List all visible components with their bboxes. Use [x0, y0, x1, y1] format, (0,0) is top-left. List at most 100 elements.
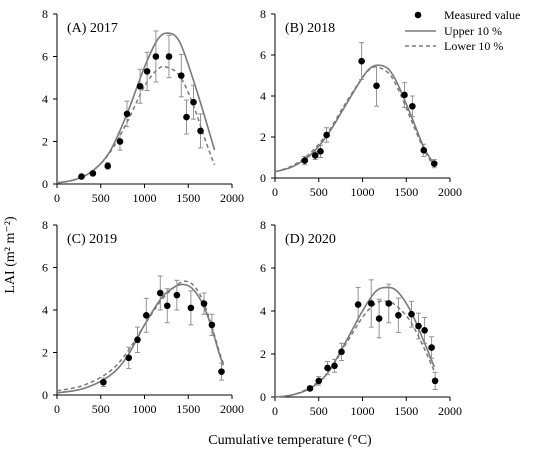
- measured-point: [409, 102, 416, 110]
- y-tick-label: 0: [260, 390, 266, 404]
- measured-point: [183, 113, 190, 121]
- y-tick-label: 6: [260, 48, 266, 62]
- measured-point: [104, 162, 112, 170]
- measured-point: [373, 82, 380, 90]
- measured-point: [306, 385, 314, 392]
- measured-point: [431, 377, 439, 385]
- upper-10-curve: [274, 64, 434, 173]
- x-tick-label: 2000: [438, 404, 462, 418]
- legend-label-measured: Measured value: [444, 8, 520, 22]
- measured-point: [395, 312, 402, 319]
- measured-point: [331, 362, 338, 370]
- y-tick-label: 2: [42, 346, 48, 360]
- measured-point: [173, 291, 181, 299]
- panel-title: (D) 2020: [285, 232, 336, 247]
- y-tick-label: 0: [260, 171, 266, 185]
- measured-point: [142, 312, 150, 319]
- x-tick-label: 2000: [438, 185, 462, 199]
- panel-title: (B) 2018: [285, 21, 335, 36]
- measured-point: [177, 72, 185, 79]
- measured-point: [152, 53, 160, 60]
- panel-title: (A) 2017: [67, 21, 118, 36]
- measured-point: [315, 377, 323, 385]
- measured-point: [323, 131, 330, 139]
- x-tick-label: 0: [54, 402, 60, 416]
- panel-title: (C) 2019: [67, 232, 117, 247]
- measured-point: [165, 53, 173, 60]
- x-tick-label: 2000: [220, 191, 244, 205]
- panel-d-2020: 0 500 1000 1500 2000 0 2 4 6 8 (D) 2020: [260, 218, 462, 418]
- measured-point: [136, 82, 144, 90]
- y-tick-label: 4: [42, 303, 48, 317]
- y-tick-label: 8: [260, 218, 266, 232]
- y-tick-label: 0: [42, 388, 48, 402]
- measured-point: [156, 289, 164, 297]
- measured-point: [190, 98, 197, 106]
- lower-10-curve: [56, 65, 216, 184]
- measured-point: [401, 91, 408, 99]
- measured-point: [420, 147, 428, 154]
- panel-a-2017: 0 500 1000 1500 2000 0 2 4 6 8 (A) 2017: [42, 7, 244, 205]
- measured-point: [385, 300, 393, 307]
- y-tick-label: 0: [42, 177, 48, 191]
- upper-10-curve: [274, 286, 436, 398]
- x-tick-label: 1500: [176, 402, 200, 416]
- measured-point: [163, 302, 171, 310]
- y-tick-label: 2: [42, 135, 48, 149]
- measured-point: [375, 315, 383, 322]
- measured-point: [218, 368, 225, 375]
- y-axis-label: LAI (m² m⁻²): [3, 216, 18, 294]
- measured-point: [367, 300, 375, 307]
- measured-point: [187, 304, 195, 312]
- measured-point: [338, 348, 345, 356]
- measured-point: [208, 321, 216, 329]
- y-tick-label: 2: [260, 130, 266, 144]
- x-tick-label: 1500: [176, 191, 200, 205]
- y-tick-label: 6: [42, 261, 48, 275]
- y-tick-label: 6: [260, 261, 266, 275]
- legend-label-upper: Upper 10 %: [444, 24, 502, 38]
- x-tick-label: 1500: [394, 185, 418, 199]
- x-tick-label: 1000: [351, 404, 375, 418]
- panel-c-2019: 0 500 1000 1500 2000 0 2 4 6 8 (C) 2019: [42, 218, 244, 416]
- measured-point: [100, 378, 107, 386]
- x-tick-label: 500: [310, 404, 328, 418]
- x-tick-label: 500: [92, 402, 110, 416]
- measured-point: [421, 327, 428, 334]
- y-tick-label: 2: [260, 347, 266, 361]
- measured-point: [116, 138, 124, 145]
- y-tick-label: 4: [42, 92, 48, 106]
- y-tick-label: 6: [42, 50, 48, 64]
- y-tick-label: 4: [260, 304, 266, 318]
- measured-point: [200, 300, 208, 307]
- measured-point: [358, 57, 365, 65]
- measured-point: [125, 354, 133, 362]
- y-tick-label: 4: [260, 89, 266, 103]
- measured-point: [197, 127, 204, 135]
- measured-point: [354, 301, 362, 308]
- x-tick-label: 500: [310, 185, 328, 199]
- y-tick-label: 8: [260, 7, 266, 21]
- measured-point: [408, 310, 415, 318]
- measured-point: [324, 364, 331, 372]
- panel-b-2018: 0 500 1000 1500 2000 0 2 4 6 8 (B) 2018: [260, 7, 462, 199]
- measured-point: [89, 170, 97, 177]
- legend-marker-measured: [414, 11, 422, 19]
- x-tick-label: 0: [54, 191, 60, 205]
- measured-point: [430, 160, 438, 167]
- legend-label-lower: Lower 10 %: [444, 39, 503, 53]
- lower-10-curve: [274, 66, 434, 173]
- x-tick-label: 1000: [133, 402, 157, 416]
- measured-point: [78, 173, 85, 180]
- x-tick-label: 2000: [220, 402, 244, 416]
- legend: Measured value Upper 10 % Lower 10 %: [405, 8, 520, 53]
- upper-10-curve: [56, 32, 216, 184]
- measured-point: [311, 152, 319, 159]
- measured-point: [134, 336, 141, 344]
- x-axis-label: Cumulative temperature (°C): [208, 433, 372, 448]
- y-tick-label: 8: [42, 7, 48, 21]
- y-tick-label: 8: [42, 218, 48, 232]
- x-tick-label: 1500: [394, 404, 418, 418]
- measured-point: [301, 157, 309, 164]
